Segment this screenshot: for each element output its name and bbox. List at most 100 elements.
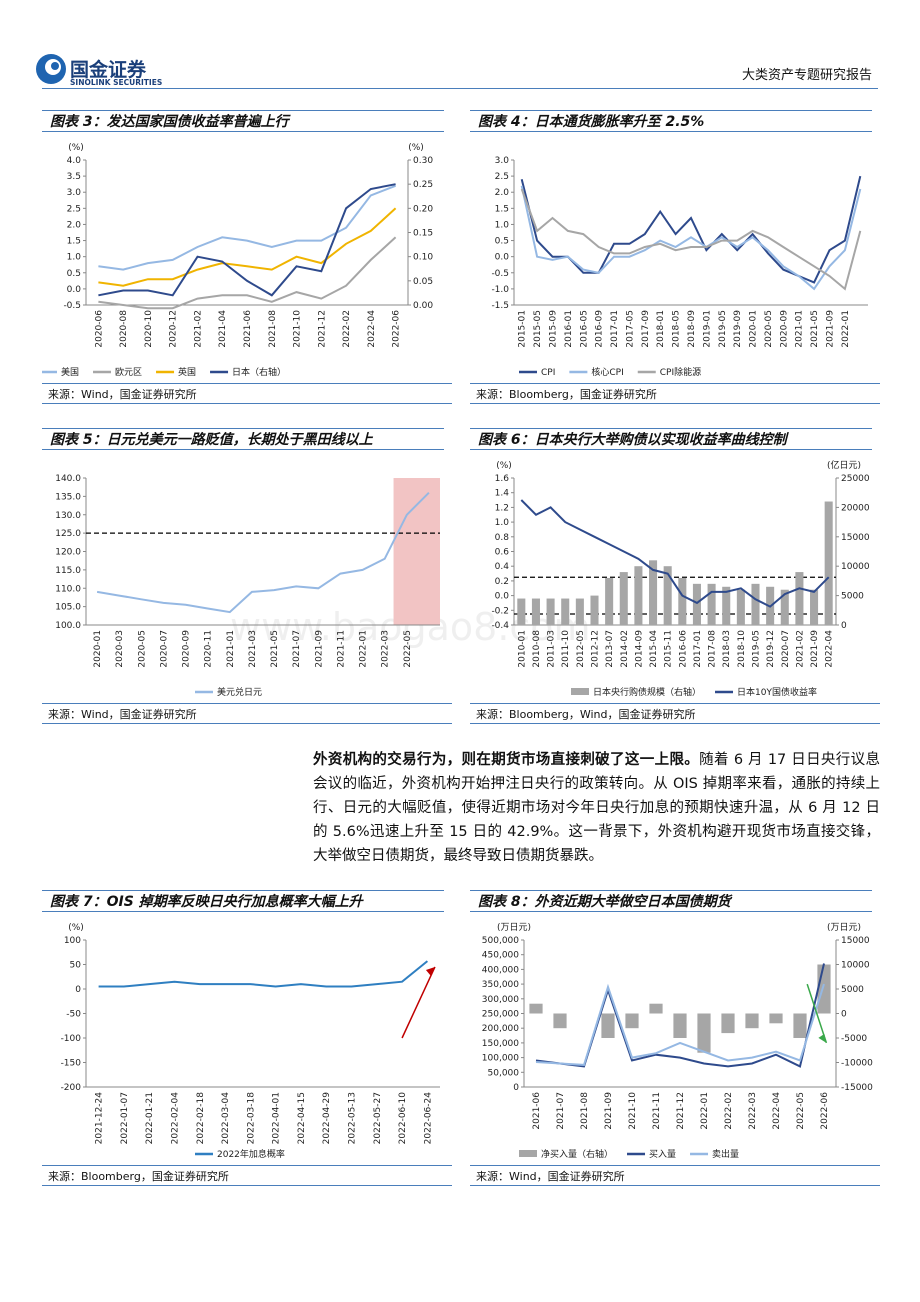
paragraph: 外资机构的交易行为，则在期货市场直接刺破了这一上限。随着 6 月 17 日日央行… bbox=[313, 748, 880, 868]
x-tick-label: 2014-02 bbox=[620, 630, 630, 668]
y-tick-label: 0 bbox=[513, 1083, 519, 1093]
x-tick-label: 2022-03-04 bbox=[221, 1092, 231, 1145]
x-tick-label: 2021-01 bbox=[795, 310, 805, 348]
bar bbox=[793, 1013, 807, 1038]
x-tick-label: 2021-09 bbox=[826, 310, 836, 348]
x-tick-label: 2020-01 bbox=[93, 630, 103, 668]
series-line bbox=[520, 185, 862, 291]
y-tick-label: 2.5 bbox=[495, 172, 509, 182]
bar bbox=[780, 589, 789, 625]
x-tick-label: 2021-10 bbox=[628, 1092, 638, 1130]
annotation-arrow bbox=[806, 983, 828, 1044]
bar bbox=[769, 1013, 783, 1024]
x-tick-label: 2019-12 bbox=[766, 630, 776, 668]
y-tick-label: 0.5 bbox=[495, 237, 509, 247]
x-tick-label: 2015-01 bbox=[518, 310, 528, 348]
logo-en: SINOLINK SECURITIES bbox=[70, 78, 163, 87]
y2-tick-label: 0.00 bbox=[413, 301, 433, 311]
header-rule bbox=[42, 88, 878, 89]
annotation-arrowhead bbox=[425, 966, 435, 976]
bar bbox=[553, 1013, 567, 1029]
x-tick-label: 2022-04 bbox=[367, 310, 377, 348]
bar bbox=[575, 598, 584, 625]
y-tick-label: 0.0 bbox=[67, 285, 82, 295]
x-tick-label: 2021-11 bbox=[652, 1092, 662, 1130]
chart: -1.5 -1.0 -0.5 0.0 0.5 1.0 1.5 2.0 2.5 3.0 2015-01… bbox=[491, 156, 868, 378]
bar bbox=[751, 583, 760, 625]
bar bbox=[678, 577, 687, 625]
chart: (%) (%) -0.5 0.0 0.5 1.0 1.5 2.0 2.5 3.0 3.5 4.0 0.0… bbox=[42, 143, 433, 378]
x-tick-label: 2015-09 bbox=[548, 310, 558, 348]
y-tick-label: -1.0 bbox=[491, 285, 509, 295]
x-tick-label: 2022-04 bbox=[772, 1092, 782, 1130]
series-line bbox=[96, 491, 430, 614]
y2-tick-label: 0.25 bbox=[413, 180, 433, 190]
bar bbox=[649, 560, 658, 625]
legend-label: 美国 bbox=[61, 366, 79, 378]
series-line bbox=[520, 499, 830, 608]
y-tick-label: 2.0 bbox=[495, 188, 510, 198]
logo-cn: 国金证券 bbox=[70, 59, 147, 81]
x-tick-label: 2010-08 bbox=[532, 630, 542, 668]
x-tick-label: 2021-11 bbox=[336, 630, 346, 668]
paragraph-text: 随着 6 月 17 日日央行议息会议的临近，外资机构开始押注日央行的政策转向。从… bbox=[313, 752, 880, 864]
y2-tick-label: 5000 bbox=[841, 985, 864, 995]
bar bbox=[561, 598, 570, 625]
x-tick-label: 2022-04 bbox=[825, 630, 835, 668]
bar bbox=[673, 1013, 687, 1038]
x-tick-label: 2022-01 bbox=[700, 1092, 710, 1130]
x-tick-label: 2018-09 bbox=[687, 310, 697, 348]
y2-tick-label: 20000 bbox=[841, 503, 870, 513]
y-tick-label: 1.2 bbox=[495, 503, 509, 513]
x-tick-label: 2021-02 bbox=[193, 310, 203, 348]
x-tick-label: 2020-08 bbox=[119, 310, 129, 348]
series-line bbox=[98, 207, 397, 287]
y-tick-label: 0.2 bbox=[495, 577, 509, 587]
x-tick-label: 2022-01 bbox=[359, 630, 369, 668]
y2-tick-label: -5000 bbox=[841, 1034, 867, 1044]
x-tick-label: 2016-09 bbox=[595, 310, 605, 348]
series-line bbox=[98, 960, 429, 988]
x-tick-label: 2020-10 bbox=[144, 310, 154, 348]
y-tick-label: 115.0 bbox=[55, 566, 81, 576]
y-tick-label: 2.0 bbox=[67, 220, 82, 230]
x-tick-label: 2019-05 bbox=[718, 310, 728, 348]
legend-label: CPI除能源 bbox=[660, 366, 701, 378]
y-tick-label: 100 bbox=[64, 936, 81, 946]
annotation-arrow bbox=[401, 966, 436, 1039]
y-tick-label: 1.4 bbox=[495, 489, 510, 499]
y-tick-label: 50,000 bbox=[488, 1068, 520, 1078]
x-tick-label: 2022-05 bbox=[796, 1092, 806, 1130]
x-tick-label: 2020-05 bbox=[137, 630, 147, 668]
x-tick-label: 2021-06 bbox=[243, 310, 253, 348]
x-tick-label: 2022-02 bbox=[342, 310, 352, 348]
legend-label: CPI bbox=[541, 368, 555, 378]
x-tick-label: 2021-05 bbox=[270, 630, 280, 668]
y2-unit: (万日元) bbox=[827, 922, 861, 933]
x-tick-label: 2021-12 bbox=[317, 310, 327, 348]
figure-source: 来源：Bloomberg，国金证券研究所 bbox=[42, 1165, 452, 1186]
figure-title: 图表 3：发达国家国债收益率普遍上行 bbox=[42, 110, 444, 132]
report-type: 大类资产专题研究报告 bbox=[741, 68, 872, 83]
x-tick-label: 2022-06 bbox=[820, 1092, 830, 1130]
x-tick-label: 2016-01 bbox=[564, 310, 574, 348]
figure-source: 来源：Wind，国金证券研究所 bbox=[42, 703, 452, 724]
figure-title: 图表 4：日本通货膨胀率升至 2.5% bbox=[470, 110, 872, 132]
y-tick-label: 0.4 bbox=[495, 562, 510, 572]
y-tick-label: 0 bbox=[75, 985, 81, 995]
y-tick-label: -100 bbox=[61, 1034, 82, 1044]
y-tick-label: 1.5 bbox=[495, 204, 509, 214]
x-tick-label: 2022-05 bbox=[403, 630, 413, 668]
y-tick-label: 1.0 bbox=[495, 220, 510, 230]
y-tick-label: 100.0 bbox=[55, 621, 81, 631]
legend-label: 欧元区 bbox=[115, 366, 142, 378]
x-tick-label: 2020-07 bbox=[781, 630, 791, 668]
x-tick-label: 2022-06-10 bbox=[398, 1092, 408, 1145]
annotation-arrowhead bbox=[818, 1033, 827, 1043]
x-tick-label: 2018-10 bbox=[737, 630, 747, 668]
x-tick-label: 2016-05 bbox=[579, 310, 589, 348]
y-tick-label: 1.0 bbox=[67, 253, 82, 263]
y-tick-label: 3.0 bbox=[495, 156, 510, 166]
series-line bbox=[98, 184, 396, 271]
x-tick-label: 2022-05-13 bbox=[348, 1092, 358, 1144]
